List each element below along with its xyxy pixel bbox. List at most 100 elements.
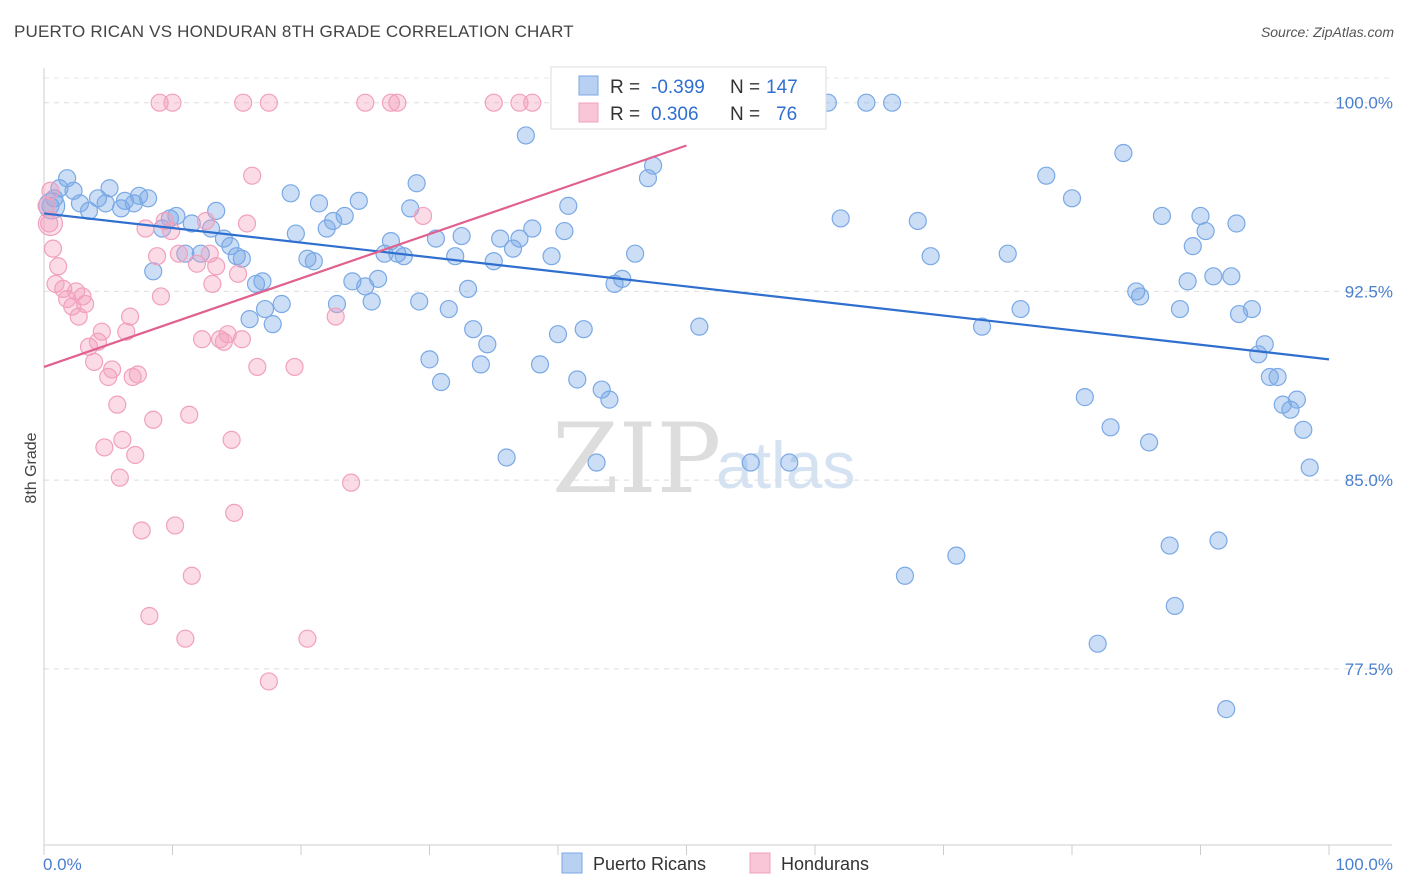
puerto-ricans-point-46 <box>362 292 381 311</box>
puerto-ricans-point-107 <box>1062 189 1082 208</box>
watermark-atlas: atlas <box>716 428 855 502</box>
puerto-ricans-point-106 <box>1037 166 1056 185</box>
legend-r-label-1: R = <box>610 77 640 98</box>
puerto-ricans-point-80 <box>592 380 611 399</box>
puerto-ricans-point-73 <box>542 247 561 266</box>
hondurans-point-23 <box>117 322 136 341</box>
hondurans-point-29 <box>136 219 155 238</box>
puerto-ricans-point-37 <box>304 252 323 271</box>
hondurans-point-65 <box>259 93 278 112</box>
puerto-ricans-point-105 <box>1011 299 1030 319</box>
hondurans-point-16 <box>92 322 111 341</box>
hondurans-point-57 <box>259 672 278 691</box>
y-tick-labels: 100.0% 92.5% 85.0% 77.5% <box>1335 94 1393 679</box>
hondurans-point-67 <box>381 93 401 112</box>
hondurans-point-62 <box>150 93 169 112</box>
hondurans-point-35 <box>162 221 181 241</box>
puerto-ricans-point-84 <box>625 244 645 263</box>
hondurans-point-37 <box>169 244 189 263</box>
puerto-ricans-point-101 <box>921 247 940 266</box>
puerto-ricans-point-44 <box>349 191 368 210</box>
puerto-ricans-point-96 <box>831 209 850 228</box>
puerto-ricans-point-61 <box>458 279 478 299</box>
puerto-ricans-point-75 <box>555 221 574 241</box>
hondurans-point-40 <box>182 566 201 585</box>
bottom-legend-swatch-hondurans <box>749 852 771 874</box>
hondurans-point-69 <box>413 206 433 226</box>
puerto-ricans-point-119 <box>1178 272 1197 291</box>
puerto-ricans-point-123 <box>1204 267 1223 286</box>
puerto-ricans-point-65 <box>484 252 503 271</box>
hondurans-point-58 <box>285 357 304 377</box>
puerto-ricans-point-53 <box>407 174 426 193</box>
puerto-ricans-point-138 <box>1300 458 1319 477</box>
puerto-ricans-point-69 <box>510 229 529 248</box>
bottom-legend-label-puerto-ricans: Puerto Ricans <box>593 854 706 874</box>
puerto-ricans-point-126 <box>1222 267 1241 286</box>
puerto-ricans-point-110 <box>1101 418 1120 437</box>
puerto-ricans-point-116 <box>1160 536 1179 555</box>
series-legend: Puerto Ricans Hondurans <box>561 852 869 874</box>
puerto-ricans-point-136 <box>1287 390 1306 409</box>
bottom-legend-label-hondurans: Hondurans <box>781 854 869 874</box>
puerto-ricans-point-132 <box>1260 367 1279 387</box>
puerto-ricans-point-129 <box>1242 299 1262 319</box>
puerto-ricans-point-42 <box>335 206 354 226</box>
puerto-ricans-point-117 <box>1165 596 1184 616</box>
hondurans-point-30 <box>140 606 159 626</box>
puerto-ricans-point-33 <box>272 294 291 314</box>
hondurans-point-42 <box>192 330 212 349</box>
puerto-ricans-point-68 <box>503 239 523 258</box>
puerto-ricans-point-76 <box>559 196 578 215</box>
puerto-ricans-point-131 <box>1255 335 1274 354</box>
puerto-ricans-point-58 <box>439 299 458 319</box>
puerto-ricans-point-26 <box>227 247 246 266</box>
puerto-ricans-point-111 <box>1114 143 1133 163</box>
hondurans-point-61 <box>342 473 361 492</box>
bottom-legend-swatch-puerto-ricans <box>561 852 583 874</box>
puerto-ricans-point-30 <box>253 272 272 291</box>
gridlines <box>44 77 1392 670</box>
puerto-ricans-point-32 <box>263 315 282 334</box>
hondurans-point-46 <box>207 257 226 276</box>
puerto-ricans-point-39 <box>317 219 336 238</box>
puerto-ricans-point-78 <box>574 320 593 339</box>
puerto-ricans-point-120 <box>1183 237 1202 256</box>
puerto-ricans-point-51 <box>394 247 413 266</box>
puerto-ricans-point-66 <box>491 229 510 248</box>
puerto-ricans-point-113 <box>1131 287 1150 306</box>
legend-n-value-1: 147 <box>766 77 798 98</box>
puerto-ricans-point-14 <box>138 189 158 208</box>
puerto-ricans-point-63 <box>471 355 490 374</box>
puerto-ricans-point-114 <box>1139 433 1159 452</box>
trend-lines <box>43 144 1330 368</box>
hondurans-point-51 <box>225 503 244 522</box>
hondurans-point-55 <box>243 166 262 185</box>
puerto-ricans-point-133 <box>1268 367 1287 387</box>
puerto-ricans-point-103 <box>972 317 992 336</box>
puerto-ricans-point-70 <box>516 126 535 145</box>
hondurans-point-68 <box>388 93 407 112</box>
hondurans-point-14 <box>85 352 104 371</box>
hondurans-point-63 <box>163 93 182 112</box>
hondurans-point-43 <box>196 211 216 231</box>
puerto-ricans-point-31 <box>255 299 275 319</box>
puerto-ricans-point-100 <box>908 211 927 231</box>
puerto-ricans-point-60 <box>452 226 471 246</box>
hondurans-point-26 <box>126 445 145 465</box>
hondurans-cluster-point <box>37 210 64 237</box>
hondurans-point-59 <box>298 629 317 648</box>
puerto-ricans-point-102 <box>947 546 966 565</box>
puerto-ricans-point-79 <box>587 453 606 472</box>
hondurans-point-21 <box>110 468 129 487</box>
hondurans-point-41 <box>187 254 207 273</box>
hondurans-point-64 <box>234 93 253 112</box>
puerto-ricans-point-108 <box>1075 388 1094 407</box>
legend-r-value-2: 0.306 <box>651 104 699 125</box>
hondurans-point-50 <box>222 430 241 449</box>
hondurans-point-60 <box>326 307 345 326</box>
puerto-ricans-point-127 <box>1227 214 1246 233</box>
x-tick-label-0: 0.0% <box>43 855 82 874</box>
puerto-ricans-point-121 <box>1191 206 1210 226</box>
